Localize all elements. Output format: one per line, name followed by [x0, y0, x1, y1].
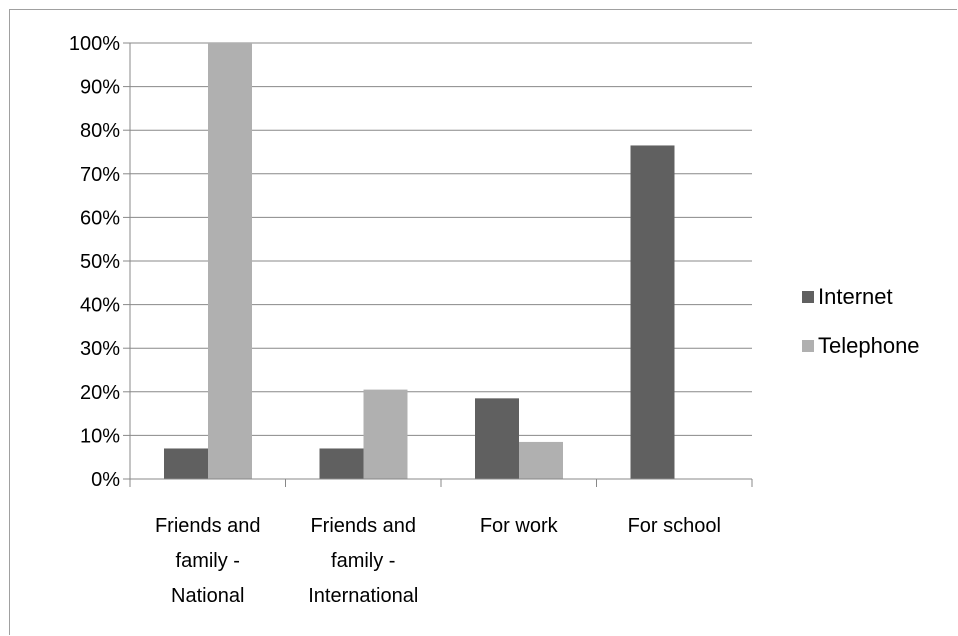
bar-internet-2 — [319, 448, 364, 479]
y-tick-label: 10% — [80, 425, 120, 447]
x-tick-label-line: family - — [331, 550, 395, 572]
legend-swatch-internet — [802, 291, 814, 303]
y-tick-label: 40% — [80, 295, 120, 317]
y-tick-label: 50% — [80, 251, 120, 273]
bar-internet-3 — [475, 398, 519, 479]
legend-label-telephone: Telephone — [818, 333, 920, 358]
x-tick-label: For work — [480, 515, 559, 537]
x-tick-label-line: Friends and — [155, 515, 261, 537]
y-tick-label: 0% — [91, 469, 120, 491]
y-tick-label: 70% — [80, 164, 120, 186]
y-tick-label: 80% — [80, 120, 120, 142]
bar-internet-4 — [630, 145, 675, 479]
x-tick-label-line: family - — [176, 550, 240, 572]
y-tick-label: 20% — [80, 382, 120, 404]
y-tick-label: 30% — [80, 338, 120, 360]
axes — [123, 42, 753, 487]
x-tick-label-line: International — [308, 585, 418, 607]
chart-frame — [9, 9, 957, 635]
x-tick-label-line: For school — [628, 515, 721, 537]
x-tick-label-line: Friends and — [310, 515, 416, 537]
y-tick-label: 90% — [80, 77, 120, 99]
legend-label-internet: Internet — [818, 284, 893, 309]
x-tick-labels: Friends and family - National Friends and fa… — [155, 515, 721, 607]
x-tick-label-line: For work — [480, 515, 559, 537]
x-tick-label: Friends and family - International — [308, 515, 418, 607]
legend-swatch-telephone — [802, 340, 814, 352]
bars — [164, 43, 675, 479]
y-tick-label: 100% — [69, 33, 120, 55]
bar-telephone-3 — [519, 441, 563, 479]
bar-internet-1 — [164, 448, 208, 479]
x-tick-label-line: National — [171, 585, 244, 607]
legend: Internet Telephone — [802, 284, 920, 358]
bar-telephone-2 — [363, 389, 408, 479]
x-tick-label: Friends and family - National — [155, 515, 261, 607]
y-tick-labels: 0% 10% 20% 30% 40% 50% 60% 70% 80% 90% 100% — [69, 33, 120, 491]
x-tick-label: For school — [628, 515, 721, 537]
bar-telephone-1 — [208, 43, 252, 479]
y-tick-label: 60% — [80, 207, 120, 229]
